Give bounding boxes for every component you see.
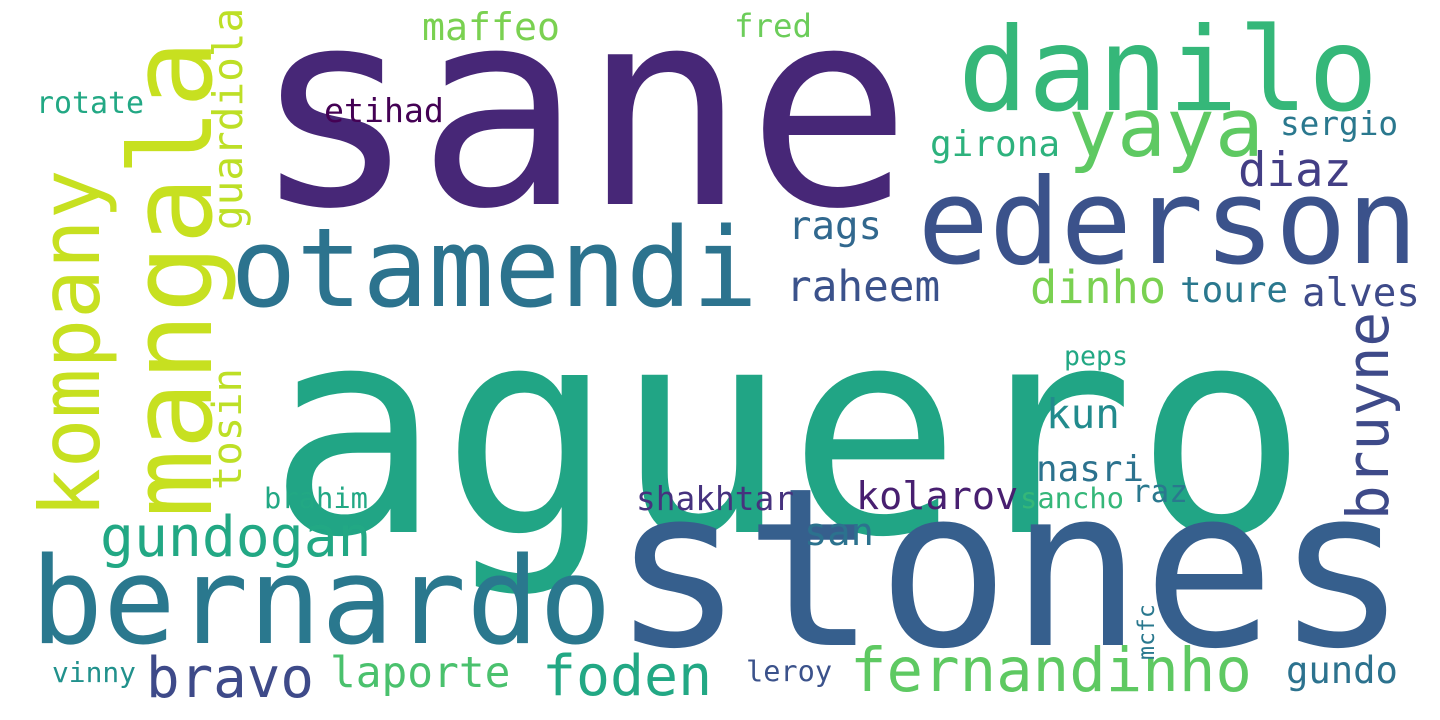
- word: mcfc: [1132, 604, 1160, 660]
- word: brahim: [264, 480, 369, 515]
- word: kun: [1046, 389, 1120, 438]
- word: shakhtar: [636, 479, 794, 518]
- word: gundo: [1286, 647, 1398, 692]
- word: foden: [542, 643, 713, 709]
- word: otamendi: [230, 204, 758, 332]
- word: fred: [734, 7, 813, 45]
- word: raheem: [786, 261, 941, 312]
- word: yaya: [1068, 81, 1264, 176]
- word: girona: [930, 124, 1061, 165]
- word: rags: [788, 203, 882, 249]
- word: tosin: [202, 368, 251, 490]
- word: dinho: [1030, 260, 1167, 314]
- word: laporte: [330, 647, 511, 698]
- word: gundogan: [100, 504, 372, 570]
- word: ederson: [917, 153, 1419, 292]
- word: nasri: [1036, 449, 1145, 490]
- word: san: [804, 509, 874, 555]
- word: alves: [1302, 270, 1420, 316]
- word: maffeo: [422, 6, 560, 50]
- word: kolarov: [856, 473, 1019, 519]
- word: danilo: [958, 3, 1379, 138]
- word: fernandinho: [850, 635, 1252, 706]
- word: raz: [1132, 473, 1188, 510]
- word: aguero: [267, 264, 1309, 600]
- word: bruyne: [1335, 311, 1402, 520]
- word: bernardo: [30, 531, 612, 672]
- word: kompany: [21, 169, 119, 518]
- word: bravo: [146, 646, 314, 711]
- word: leroy: [746, 653, 833, 688]
- word: peps: [1064, 340, 1129, 372]
- word: stones: [611, 441, 1409, 698]
- word: sergio: [1280, 104, 1399, 143]
- word: etihad: [324, 90, 444, 130]
- word: sane: [252, 0, 912, 269]
- word: sancho: [1020, 480, 1125, 515]
- word: rotate: [36, 86, 144, 121]
- word: toure: [1180, 270, 1289, 311]
- word: diaz: [1238, 142, 1352, 198]
- word: guardiola: [203, 7, 252, 230]
- word: vinny: [52, 656, 136, 689]
